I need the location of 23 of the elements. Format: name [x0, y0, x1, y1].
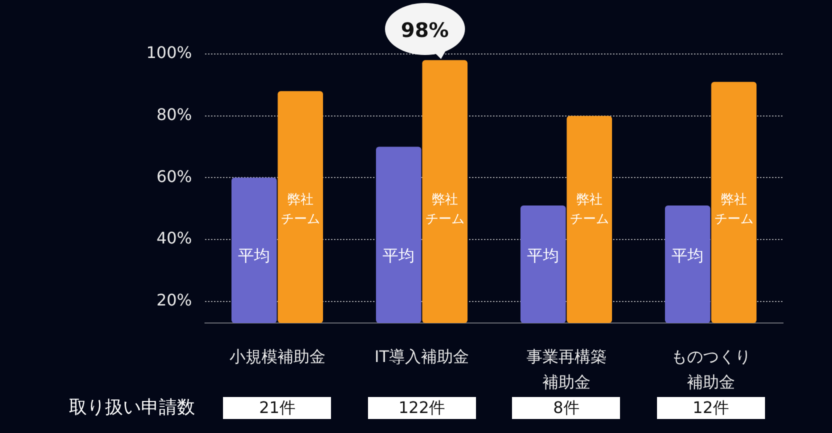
x-tick-label: ものつくり補助金: [670, 346, 751, 392]
y-tick-label: 20%: [156, 290, 192, 310]
text: 平均: [238, 246, 270, 266]
text: 弊社チーム: [570, 192, 609, 228]
x-tick-label: 事業再構築補助金: [526, 346, 606, 392]
text: 弊社チーム: [714, 192, 754, 228]
text: 取り扱い申請数: [69, 397, 195, 418]
text: 平均: [527, 246, 560, 266]
y-tick-label: 60%: [156, 166, 192, 186]
series-label: 平均: [382, 246, 415, 266]
y-tick-label: 80%: [156, 104, 192, 124]
x-tick-label: 小規模補助金: [229, 346, 326, 366]
y-tick-label: 40%: [156, 228, 192, 248]
text: 8件: [553, 398, 580, 417]
data-label: 98%: [400, 18, 449, 42]
x-tick-label: IT導入補助金: [374, 346, 469, 366]
y-tick-label: 100%: [146, 43, 192, 62]
text: 122件: [398, 398, 446, 417]
text: 平均: [672, 246, 704, 266]
text: 12件: [692, 398, 729, 417]
text: 21件: [259, 398, 296, 417]
text: 弊社チーム: [425, 192, 464, 228]
series-label: 弊社チーム: [280, 192, 320, 228]
